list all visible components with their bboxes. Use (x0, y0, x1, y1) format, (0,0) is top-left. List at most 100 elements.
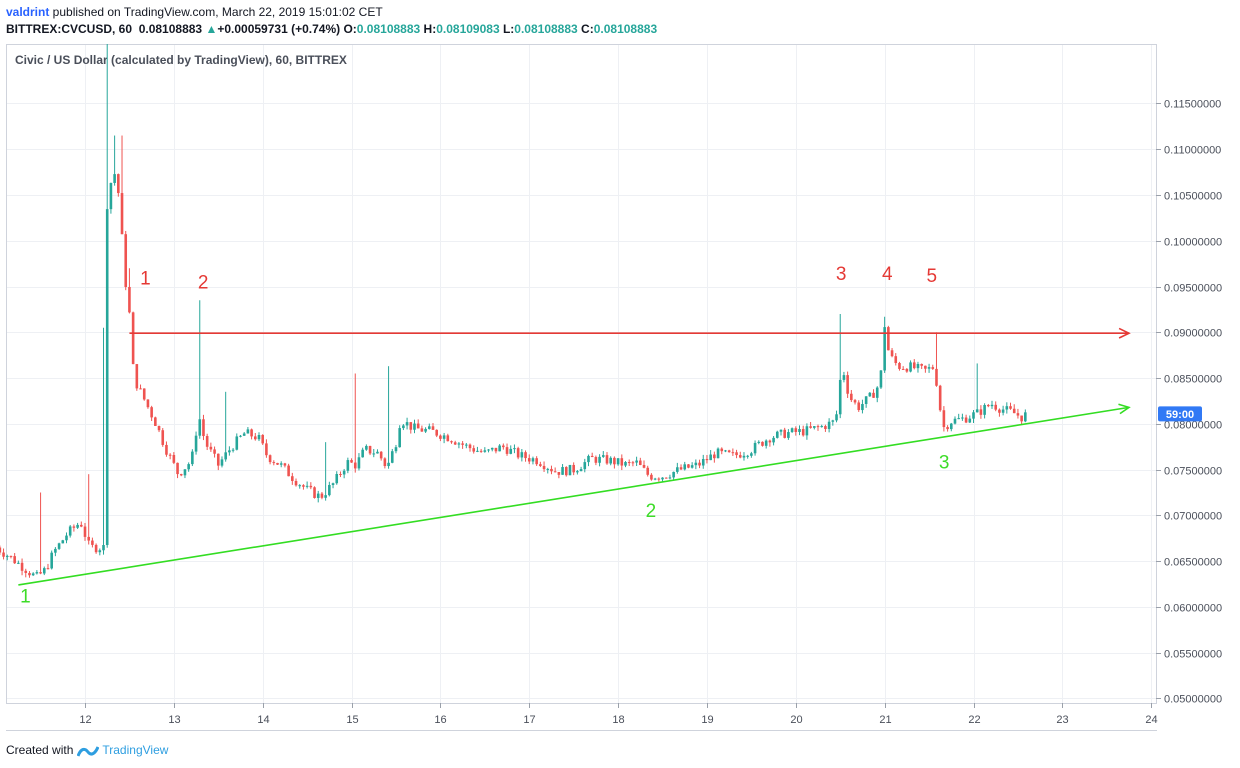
candle-body (676, 467, 679, 472)
candle-body (291, 476, 294, 481)
candle-body (961, 417, 964, 419)
candle-body (883, 327, 886, 371)
price-axis[interactable]: 0.11500000 0.11000000 0.10500000 0.10000000… (1156, 99, 1222, 706)
candle-body (228, 450, 231, 453)
candle-body (72, 526, 76, 528)
open-label: O: (343, 22, 357, 36)
candle-body (720, 448, 724, 452)
candle-body (413, 423, 416, 430)
candle-body (239, 435, 242, 437)
candle-body (105, 209, 109, 546)
candle-body (398, 428, 401, 448)
candle-body (346, 460, 350, 471)
candle-body (809, 426, 812, 428)
candle-body (583, 462, 587, 470)
support-line[interactable] (18, 406, 1130, 586)
candle-body (524, 452, 527, 459)
candle-body (298, 485, 302, 487)
candle-body (868, 392, 872, 397)
last-price-tag-box (1158, 406, 1202, 422)
candle-body (405, 422, 409, 426)
candle-body (276, 462, 279, 465)
trend-lines[interactable] (18, 327, 1131, 586)
candle-body (542, 465, 546, 470)
candle-body (357, 457, 361, 469)
candle-body (209, 446, 213, 450)
time-tick-label: 20 (790, 714, 802, 726)
candle-body (431, 426, 435, 430)
candle-body (709, 454, 712, 461)
candle-body (294, 480, 298, 486)
candle-body (990, 404, 994, 407)
candle-body (801, 429, 805, 436)
author-name[interactable]: valdrint (6, 5, 50, 19)
candle-body (87, 536, 91, 541)
candle-body (187, 464, 190, 470)
last-price-tag: 59:00 (1158, 406, 1202, 422)
low-label: L: (502, 22, 515, 36)
candle-body (57, 543, 61, 549)
candle-body (250, 429, 253, 437)
candle-body (787, 432, 790, 438)
price-tick-label: 0.10000000 (1164, 237, 1222, 249)
countdown-label: 59:00 (1166, 409, 1194, 421)
candle-body (231, 449, 235, 451)
price-tick-label: 0.05500000 (1164, 649, 1222, 661)
resistance-touch-label: 5 (926, 266, 937, 287)
candle-body (494, 447, 498, 452)
candle-body (576, 471, 579, 473)
time-tick-label: 13 (168, 714, 180, 726)
candle-body (798, 429, 801, 432)
candle-body (987, 405, 990, 407)
candle-body (713, 454, 716, 459)
candle-body (0, 547, 2, 553)
candle-body (668, 477, 672, 479)
candle-body (553, 471, 557, 473)
candle-body (768, 440, 772, 443)
candle-body (813, 426, 816, 428)
candle-body (775, 431, 779, 438)
candle-body (657, 478, 661, 480)
candle-body (935, 368, 938, 386)
candle-body (953, 418, 957, 424)
resistance-touch-label: 4 (882, 264, 893, 285)
candle-body (727, 450, 731, 453)
candle-body (601, 455, 605, 457)
price-tick-label: 0.09500000 (1164, 283, 1222, 295)
support-touch-label: 2 (646, 501, 657, 522)
candle-body (609, 457, 612, 464)
candle-body (453, 442, 457, 445)
candle-body (287, 465, 290, 477)
candle-body (394, 447, 398, 452)
support-line-arrowhead (1118, 403, 1131, 415)
candle-body (764, 440, 768, 446)
candle-body (253, 436, 257, 440)
candle-body (54, 548, 57, 553)
candle-body (257, 434, 261, 440)
candle-body (557, 472, 561, 475)
candle-body (98, 550, 102, 553)
candle-body (361, 449, 364, 458)
candle-body (683, 464, 687, 470)
candle-body (35, 572, 39, 574)
candle-body (590, 455, 594, 458)
legend-title: Civic / US Dollar (calculated by Trading… (15, 53, 347, 67)
candle-body (150, 407, 153, 418)
candle-body (794, 428, 798, 432)
candle-body (242, 433, 246, 436)
price-tick-label: 0.05000000 (1164, 694, 1222, 706)
candle-body (376, 451, 379, 454)
candle-body (968, 418, 972, 423)
tradingview-brand[interactable]: TradingView (102, 743, 169, 757)
candle-body (435, 429, 438, 436)
candle-body (165, 444, 168, 455)
time-axis[interactable]: 12 13 14 15 16 17 18 19 20 21 22 23 24 (79, 703, 1158, 726)
candle-body (402, 425, 405, 429)
candle-body (949, 423, 953, 430)
candle-body (42, 568, 46, 574)
candle-body (864, 396, 868, 405)
candle-body (246, 429, 250, 434)
candle-body (65, 535, 68, 541)
candle-body (550, 468, 553, 472)
